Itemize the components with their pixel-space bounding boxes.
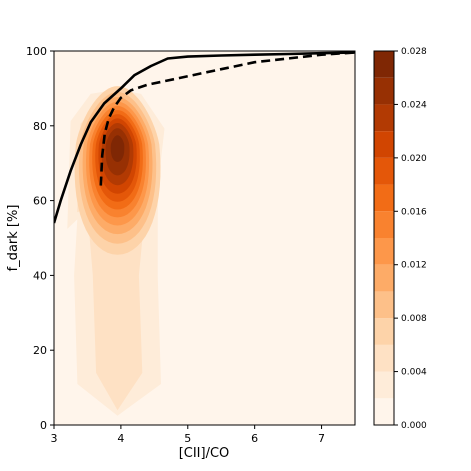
x-tick-label: 4 [117, 432, 124, 445]
y-tick-label: 100 [26, 45, 47, 58]
colorbar [374, 51, 394, 425]
colorbar-band [374, 211, 394, 238]
x-tick-label: 5 [184, 432, 191, 445]
dashed-line [99, 51, 355, 186]
colorbar-band [374, 398, 394, 425]
colorbar-band [374, 344, 394, 372]
colorbar-tick-label: 0.000 [401, 421, 427, 431]
x-axis-label: [CII]/CO [179, 446, 230, 461]
x-tick-label: 3 [51, 432, 58, 445]
colorbar-tick-label: 0.008 [401, 314, 427, 324]
y-axis-label: f_dark [%] [6, 205, 21, 272]
solid-line [54, 51, 355, 224]
colorbar-tick-label: 0.012 [401, 261, 427, 271]
y-tick-label: 0 [40, 419, 47, 432]
y-tick-label: 60 [33, 195, 47, 208]
x-tick-label: 6 [251, 432, 258, 445]
y-tick-label: 20 [33, 344, 47, 357]
curve-layer [54, 51, 355, 224]
y-tick-label: 80 [33, 120, 47, 133]
colorbar-band [374, 157, 394, 185]
colorbar-band [374, 264, 394, 292]
colorbar-band [374, 318, 394, 345]
colorbar-band [374, 77, 394, 105]
x-tick-label: 7 [318, 432, 325, 445]
colorbar-band [374, 238, 394, 265]
plot-frame [53, 50, 356, 426]
colorbar-tick-label: 0.024 [401, 100, 427, 110]
colorbar-ticks: 0.000 0.004 0.008 0.012 0.016 0.020 0.024 0.028 [394, 47, 427, 431]
colorbar-tick-label: 0.016 [401, 207, 427, 217]
density-contours [67, 86, 165, 416]
colorbar-band [374, 51, 394, 78]
colorbar-band [374, 371, 394, 399]
colorbar-tick-label: 0.020 [401, 154, 427, 164]
colorbar-tick-label: 0.028 [401, 47, 427, 57]
density-band [110, 135, 125, 162]
colorbar-frame [373, 50, 395, 426]
colorbar-band [374, 104, 394, 132]
colorbar-band [374, 184, 394, 212]
colorbar-band [374, 291, 394, 319]
x-axis-ticks: 3 4 5 6 7 [51, 425, 325, 445]
colorbar-band [374, 131, 394, 158]
colorbar-tick-label: 0.004 [401, 368, 427, 378]
y-tick-label: 40 [33, 269, 47, 282]
y-axis-ticks: 0 20 40 60 80 100 [26, 45, 54, 432]
